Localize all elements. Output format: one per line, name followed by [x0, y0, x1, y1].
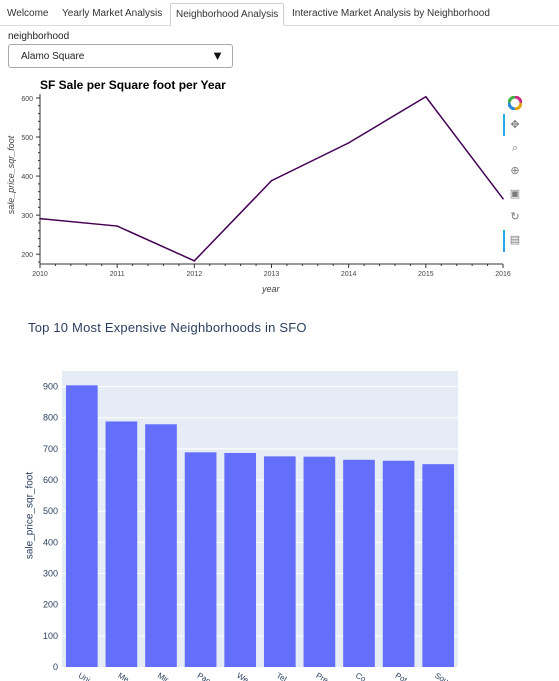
tab-bar: Welcome Yearly Market Analysis Neighborh…: [0, 0, 559, 26]
line-chart-title: SF Sale per Square foot per Year: [40, 78, 226, 92]
pan-active-indicator: [503, 114, 505, 136]
bar-chart-y-tick-label: 500: [43, 506, 58, 516]
bar-chart-y-tick-label: 300: [43, 569, 58, 579]
line-chart-point: [270, 179, 273, 182]
bar-chart-y-tick-label: 200: [43, 600, 58, 610]
line-chart-x-tick-label: 2014: [341, 271, 357, 278]
line-chart-x-tick-label: 2011: [110, 271, 125, 278]
bar-chart-x-tick-label: Pre...: [314, 671, 335, 681]
bar-chart-y-tick-label: 700: [43, 444, 58, 454]
tab-neighborhood-analysis[interactable]: Neighborhood Analysis: [170, 3, 285, 26]
line-chart-y-tick-label: 300: [21, 213, 33, 220]
bar-chart-y-tick-label: 100: [43, 631, 58, 641]
hover-icon[interactable]: ▤: [509, 234, 521, 246]
line-chart-point: [425, 95, 427, 98]
bar-chart-y-tick-label: 800: [43, 413, 58, 423]
bar-chart-y-tick-label: 400: [43, 537, 58, 547]
line-chart-y-tick-label: 400: [21, 174, 33, 181]
line-chart-x-tick-label: 2015: [418, 271, 434, 278]
neighborhood-label: neighborhood: [8, 31, 70, 42]
reset-icon[interactable]: ↻: [510, 211, 520, 223]
bar-chart-x-tick-label: Pot...: [394, 671, 415, 681]
neighborhood-select-value: Alamo Square: [21, 51, 85, 62]
bar-chart-bar: [422, 464, 455, 667]
line-chart-x-tick-label: 2016: [495, 271, 511, 278]
bar-chart-y-tick-label: 600: [43, 475, 58, 485]
bar-chart-bar: [65, 385, 98, 667]
neighborhood-select[interactable]: Alamo Square ▼: [8, 44, 233, 68]
bar-chart-bar: [105, 421, 138, 667]
bar-chart-x-tick-label: Mir...: [156, 671, 176, 681]
line-chart-point: [193, 260, 196, 262]
bar-chart-bar: [224, 452, 257, 667]
tab-welcome[interactable]: Welcome: [7, 8, 49, 19]
line-chart-xlabel: year: [262, 284, 280, 294]
bokeh-logo-icon[interactable]: [507, 95, 523, 111]
line-chart[interactable]: 200 300 400 500 600 2010 2011 2012 2013 2014 2015 2…: [0, 0, 559, 300]
bar-chart-x-tick-label: Co...: [354, 671, 373, 681]
bar-chart-x-tick-label: We...: [235, 671, 256, 681]
bar-chart-bar: [382, 460, 415, 667]
bar-chart-y-tick-label: 900: [43, 382, 58, 392]
line-chart-y-tick-label: 500: [21, 135, 33, 142]
bar-chart-x-tick-label: Me...: [116, 671, 136, 681]
hover-active-indicator: [503, 230, 505, 252]
line-chart-x-tick-label: 2012: [187, 271, 203, 278]
bar-chart-x-tick-label: Uni...: [77, 671, 98, 681]
plot-toolbar: ✥ ⌕ ⊕ ▣ ↻ ▤: [503, 94, 525, 254]
bar-chart-bar: [303, 456, 336, 667]
tab-interactive-market-analysis[interactable]: Interactive Market Analysis by Neighborh…: [292, 8, 490, 19]
bar-chart-bar: [343, 459, 375, 667]
line-chart-point: [116, 225, 118, 227]
line-chart-y-tick-label: 600: [21, 96, 33, 103]
line-chart-x-tick-label: 2010: [32, 271, 48, 278]
bar-chart-x-tick-label: Sou...: [433, 671, 456, 681]
line-chart-y-tick-label: 200: [21, 252, 33, 259]
pan-icon[interactable]: ✥: [510, 119, 520, 131]
bar-chart-x-tick-label: Pac...: [196, 671, 218, 681]
chevron-down-icon: ▼: [211, 48, 224, 63]
line-chart-point: [39, 217, 41, 220]
save-icon[interactable]: ▣: [509, 188, 521, 200]
line-chart-point: [502, 197, 504, 200]
line-chart-point: [347, 142, 350, 144]
tab-yearly-market-analysis[interactable]: Yearly Market Analysis: [62, 8, 163, 19]
bar-chart-y-tick-label: 0: [53, 662, 58, 672]
bar-chart-bar: [263, 456, 296, 667]
bar-chart-bar: [145, 424, 177, 667]
bar-chart-x-tick-label: Tel...: [275, 671, 294, 681]
bar-chart-title: Top 10 Most Expensive Neighborhoods in S…: [28, 320, 307, 335]
wheel-zoom-icon[interactable]: ⊕: [510, 165, 520, 177]
box-zoom-icon[interactable]: ⌕: [511, 142, 519, 154]
line-chart-x-tick-label: 2013: [264, 271, 280, 278]
bar-chart-bar: [184, 452, 217, 667]
